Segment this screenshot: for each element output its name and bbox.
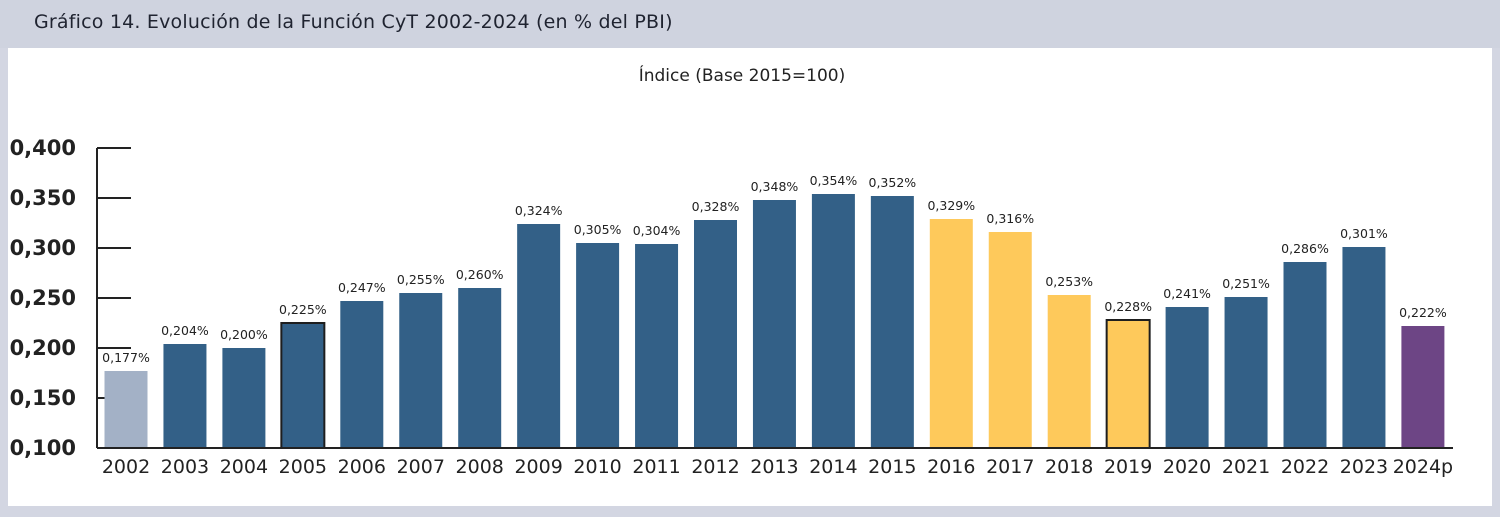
bar-2021: [1224, 297, 1268, 448]
y-tick-label: 0,300: [10, 236, 76, 260]
x-tick-label-2015: 2015: [868, 456, 916, 478]
data-label-2012: 0,328%: [692, 199, 740, 214]
chart-title: Gráfico 14. Evolución de la Función CyT …: [34, 11, 673, 33]
x-tick-label-2002: 2002: [102, 456, 150, 478]
x-tick-label-2005: 2005: [279, 456, 327, 478]
data-label-2014: 0,354%: [810, 173, 858, 188]
data-label-2017: 0,316%: [986, 211, 1034, 226]
bar-2019: [1105, 319, 1151, 449]
data-label-2018: 0,253%: [1045, 274, 1093, 289]
x-tick-label-2016: 2016: [927, 456, 975, 478]
x-tick-label-2017: 2017: [986, 456, 1034, 478]
bar-2002: [104, 371, 148, 448]
bar-2014: [811, 194, 855, 448]
y-tick-label: 0,400: [10, 136, 76, 160]
bar-chart: Índice (Base 2015=100) 0,1000,1500,2000,…: [10, 64, 1454, 478]
bar-2009: [517, 224, 561, 448]
data-label-2023: 0,301%: [1340, 226, 1388, 241]
data-label-2013: 0,348%: [751, 179, 799, 194]
bar-2022: [1283, 262, 1327, 448]
data-label-2021: 0,251%: [1222, 276, 1270, 291]
data-label-2019: 0,228%: [1104, 299, 1152, 314]
bar-2023: [1342, 247, 1386, 448]
x-tick-label-2013: 2013: [750, 456, 798, 478]
data-label-2016: 0,329%: [927, 198, 975, 213]
data-label-2015: 0,352%: [869, 175, 917, 190]
bar-2005: [280, 322, 326, 449]
y-tick-label: 0,200: [10, 336, 76, 360]
x-tick-label-2010: 2010: [573, 456, 621, 478]
bar-2018: [1047, 295, 1091, 448]
data-label-2003: 0,204%: [161, 323, 209, 338]
x-tick-label-2020: 2020: [1163, 456, 1211, 478]
x-tick-label-2007: 2007: [397, 456, 445, 478]
bar-2007: [399, 293, 443, 448]
data-labels: 0,177% 0,204% 0,200% 0,225% 0,247% 0,255% 0,26…: [102, 173, 1447, 365]
bar-2006: [340, 301, 384, 448]
x-tick-label-2009: 2009: [514, 456, 562, 478]
x-tick-label-2023: 2023: [1340, 456, 1388, 478]
x-tick-label-2019: 2019: [1104, 456, 1152, 478]
header-bar: Gráfico 14. Evolución de la Función CyT …: [0, 0, 1500, 48]
data-label-2008: 0,260%: [456, 267, 504, 282]
bar-2011: [635, 244, 679, 448]
data-label-2024p: 0,222%: [1399, 305, 1447, 320]
chart-panel: Índice (Base 2015=100) 0,100 0,150 0,200 0,…: [8, 48, 1492, 506]
data-label-2011: 0,304%: [633, 223, 681, 238]
x-tick-label-2008: 2008: [456, 456, 504, 478]
bar-2004: [222, 348, 266, 448]
y-axis: 0,100 0,150 0,200 0,250 0,300 0,350 0,400: [10, 136, 131, 460]
x-tick-label-2003: 2003: [161, 456, 209, 478]
x-tick-label-2012: 2012: [691, 456, 739, 478]
bar-2012: [694, 220, 737, 448]
y-tick-label: 0,250: [10, 286, 76, 310]
bar-2015: [870, 196, 914, 448]
x-tick-label-2011: 2011: [632, 456, 680, 478]
x-axis: 2002 2003 2004 2005 2006 2007 2008 2009 2010 2011…: [97, 447, 1453, 478]
bar-2020: [1165, 307, 1209, 448]
x-tick-label-2004: 2004: [220, 456, 268, 478]
bar-2013: [752, 200, 796, 448]
y-tick-label: 0,150: [10, 386, 76, 410]
data-label-2002: 0,177%: [102, 350, 150, 365]
y-tick-label: 0,350: [10, 186, 76, 210]
bar-2016: [929, 219, 973, 448]
data-label-2020: 0,241%: [1163, 286, 1211, 301]
data-label-2004: 0,200%: [220, 327, 268, 342]
chart-subtitle: Índice (Base 2015=100): [639, 64, 846, 86]
x-tick-label-2022: 2022: [1281, 456, 1329, 478]
data-label-2005: 0,225%: [279, 302, 327, 317]
x-tick-label-2021: 2021: [1222, 456, 1270, 478]
bar-2003: [163, 344, 207, 448]
bars: [104, 194, 1445, 449]
data-label-2006: 0,247%: [338, 280, 386, 295]
x-tick-label-2006: 2006: [338, 456, 386, 478]
x-tick-label-2024p: 2024p: [1393, 456, 1453, 478]
bar-2024p: [1401, 326, 1445, 448]
y-tick-label: 0,100: [10, 436, 76, 460]
data-label-2009: 0,324%: [515, 203, 563, 218]
x-tick-label-2018: 2018: [1045, 456, 1093, 478]
data-label-2010: 0,305%: [574, 222, 622, 237]
bar-2017: [988, 232, 1032, 448]
bar-2010: [576, 243, 620, 448]
bar-2008: [458, 288, 502, 448]
x-tick-label-2014: 2014: [809, 456, 857, 478]
data-label-2007: 0,255%: [397, 272, 445, 287]
data-label-2022: 0,286%: [1281, 241, 1329, 256]
